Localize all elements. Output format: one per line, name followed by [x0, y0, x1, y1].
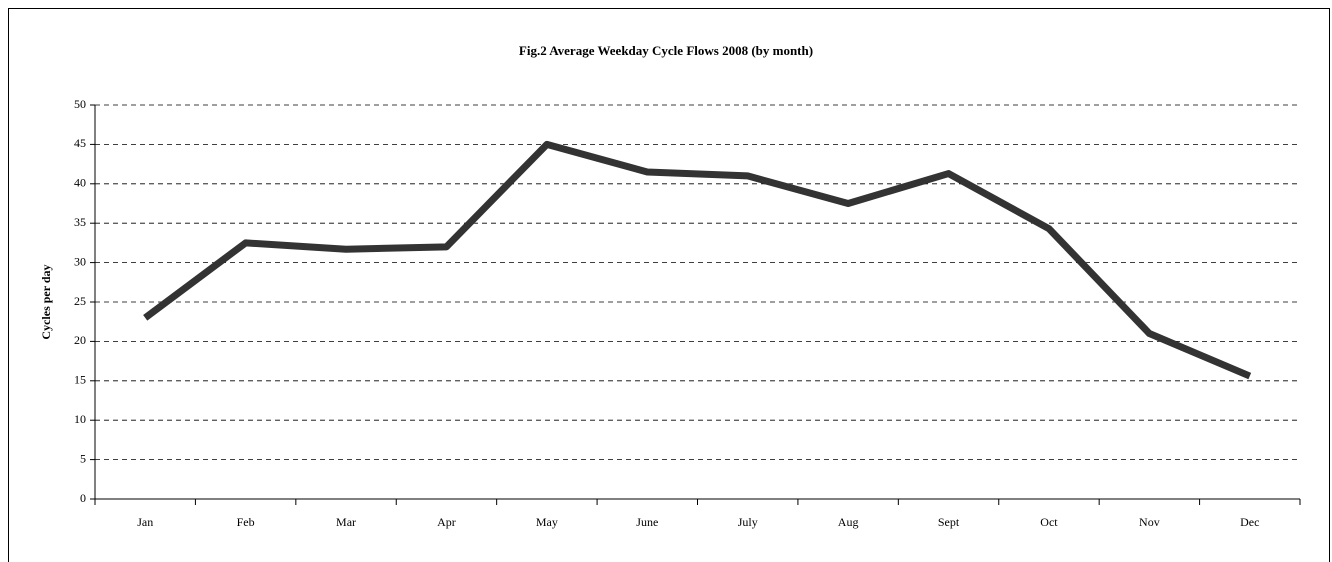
x-tick-label: May [536, 515, 558, 529]
y-axis-label: Cycles per day [39, 264, 53, 339]
chart-title: Fig.2 Average Weekday Cycle Flows 2008 (… [519, 43, 813, 58]
y-tick-label: 50 [74, 97, 86, 111]
y-tick-label: 10 [74, 412, 86, 426]
y-tick-label: 0 [80, 491, 86, 505]
y-tick-label: 25 [74, 294, 86, 308]
y-tick-label: 45 [74, 136, 86, 150]
x-tick-label: Oct [1040, 515, 1058, 529]
y-tick-label: 20 [74, 333, 86, 347]
y-tick-label: 15 [74, 373, 86, 387]
x-tick-label: Jan [137, 515, 153, 529]
y-tick-label: 30 [74, 254, 86, 268]
x-tick-label: Feb [237, 515, 255, 529]
x-tick-label: Sept [938, 515, 960, 529]
y-tick-label: 5 [80, 451, 86, 465]
y-tick-label: 40 [74, 176, 86, 190]
x-tick-label: June [636, 515, 658, 529]
chart-frame [8, 8, 1330, 562]
x-tick-label: July [738, 515, 758, 529]
line-series [143, 140, 1252, 380]
x-tick-label: Aug [838, 515, 859, 529]
x-tick-label: Apr [437, 515, 456, 529]
x-tick-label: Mar [336, 515, 356, 529]
x-tick-label: Dec [1240, 515, 1259, 529]
x-tick-label: Nov [1139, 515, 1160, 529]
y-tick-label: 35 [74, 215, 86, 229]
